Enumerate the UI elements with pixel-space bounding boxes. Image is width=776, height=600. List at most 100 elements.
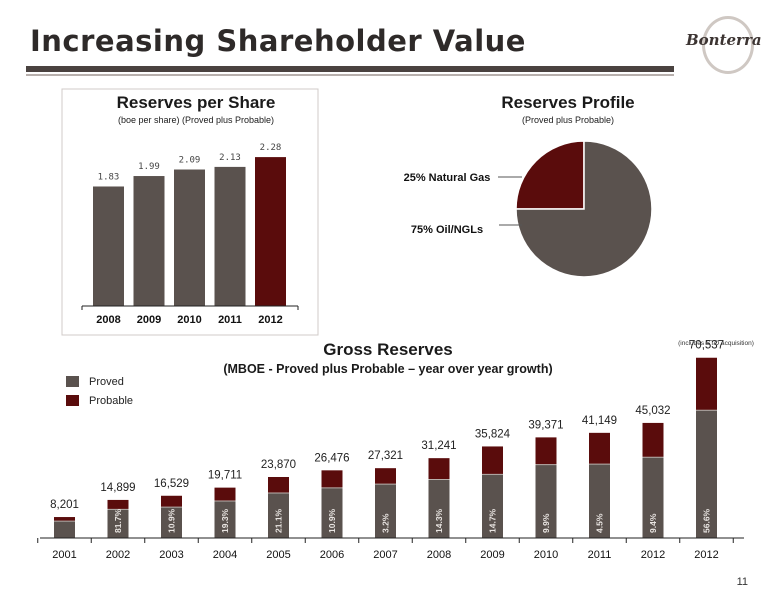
bar-2008	[93, 186, 124, 306]
bar-probable-6	[375, 468, 396, 485]
bar-proved-12	[696, 410, 717, 538]
total-label-2: 16,529	[154, 478, 189, 490]
legend-swatch-probable	[66, 395, 79, 406]
pie-label-0: 25% Natural Gas	[404, 172, 491, 184]
title-underline-bar	[26, 66, 674, 72]
bar-probable-9	[535, 437, 557, 465]
growth-label-9: 9.9%	[541, 513, 551, 533]
page-number: 11	[736, 576, 748, 588]
pie-label-1: 75% Oil/NGLs	[411, 224, 483, 236]
x-tick-0: 2001	[52, 549, 76, 561]
growth-label-3: 19.3%	[220, 508, 230, 533]
total-label-5: 26,476	[314, 452, 349, 464]
chart-subtitle: (MBOE - Proved plus Probable – year over…	[223, 362, 552, 376]
bar-2011	[214, 166, 246, 306]
value-label-2012: 2.28	[260, 143, 282, 153]
bar-proved-9	[535, 464, 557, 538]
chart-frame	[61, 88, 319, 336]
bar-proved-5	[321, 487, 343, 538]
chart-subtitle: (Proved plus Probable)	[522, 115, 614, 125]
growth-label-10: 4.5%	[595, 513, 605, 533]
x-tick-11: 2012	[641, 549, 665, 561]
total-label-0: 8,201	[50, 499, 79, 511]
bar-proved-8	[482, 474, 503, 538]
bar-probable-2	[161, 495, 182, 508]
pie-slice-0	[515, 140, 585, 210]
x-tick-6: 2007	[373, 549, 397, 561]
slide-title: Increasing Shareholder Value	[30, 24, 526, 58]
total-label-4: 23,870	[261, 459, 296, 471]
chart-title: Reserves Profile	[501, 93, 634, 112]
value-label-2008: 1.83	[98, 172, 120, 182]
x-tick-12: 2012	[694, 549, 718, 561]
bar-2012	[255, 157, 286, 306]
x-tick-7: 2008	[427, 549, 451, 561]
bar-probable-4	[268, 476, 289, 494]
bar-proved-11	[642, 457, 664, 538]
chart-title: Reserves per Share	[117, 93, 276, 112]
bar-probable-11	[642, 422, 664, 458]
bar-proved-7	[428, 479, 450, 538]
bar-probable-5	[321, 470, 343, 488]
growth-label-4: 21.1%	[274, 508, 284, 533]
value-label-2011: 2.13	[219, 153, 241, 163]
bar-probable-0	[54, 517, 75, 522]
value-label-2010: 2.09	[179, 156, 201, 166]
x-tick-2009: 2009	[137, 314, 161, 326]
growth-label-2: 10.9%	[167, 508, 177, 533]
x-tick-2008: 2008	[96, 314, 120, 326]
bar-probable-8	[482, 446, 503, 475]
bar-proved-2	[161, 507, 182, 538]
growth-label-1: 81.7%	[113, 508, 123, 533]
total-label-1: 14,899	[100, 482, 135, 494]
x-tick-2010: 2010	[177, 314, 201, 326]
total-label-6: 27,321	[368, 450, 403, 462]
x-tick-9: 2010	[534, 549, 558, 561]
bar-probable-1	[107, 499, 129, 510]
chart-title: Gross Reserves	[323, 340, 452, 359]
logo-ring	[702, 16, 754, 74]
x-tick-10: 2011	[588, 549, 612, 561]
x-tick-5: 2006	[320, 549, 344, 561]
total-label-10: 41,149	[582, 415, 617, 427]
legend-swatch-proved	[66, 376, 79, 387]
bar-proved-10	[589, 464, 610, 538]
x-tick-1: 2002	[106, 549, 130, 561]
total-label-8: 35,824	[475, 428, 511, 440]
growth-label-6: 3.2%	[381, 513, 391, 533]
growth-label-7: 14.3%	[434, 508, 444, 533]
total-label-12: 70,537	[689, 340, 724, 352]
x-tick-4: 2005	[266, 549, 290, 561]
bar-proved-1	[107, 509, 129, 538]
growth-label-5: 10.9%	[327, 508, 337, 533]
bar-probable-7	[428, 458, 450, 480]
logo-wordmark: Bonterra	[686, 31, 762, 49]
total-label-9: 39,371	[528, 419, 563, 431]
growth-label-11: 9.4%	[648, 513, 658, 533]
total-label-11: 45,032	[635, 405, 670, 417]
bar-2009	[133, 176, 165, 306]
x-tick-2: 2003	[159, 549, 183, 561]
growth-label-12: 56.6%	[702, 508, 712, 533]
acquisition-note: (includes STO acquisition)	[678, 340, 754, 347]
bar-probable-3	[214, 487, 236, 501]
title-underline-shadow	[26, 74, 674, 76]
bar-probable-10	[589, 432, 610, 465]
bar-2010	[174, 169, 205, 306]
growth-label-8: 14.7%	[488, 508, 498, 533]
x-tick-3: 2004	[213, 549, 237, 561]
bar-probable-12	[696, 357, 717, 411]
legend-label-proved: Proved	[89, 376, 124, 388]
x-tick-2012: 2012	[258, 314, 282, 326]
chart-subtitle: (boe per share) (Proved plus Probable)	[118, 115, 274, 125]
x-tick-8: 2009	[480, 549, 504, 561]
bar-proved-6	[375, 484, 396, 538]
total-label-3: 19,711	[208, 470, 242, 482]
bar-proved-4	[268, 493, 289, 538]
total-label-7: 31,241	[421, 440, 456, 452]
x-tick-2011: 2011	[218, 314, 242, 326]
company-logo: Bonterra	[684, 14, 766, 74]
